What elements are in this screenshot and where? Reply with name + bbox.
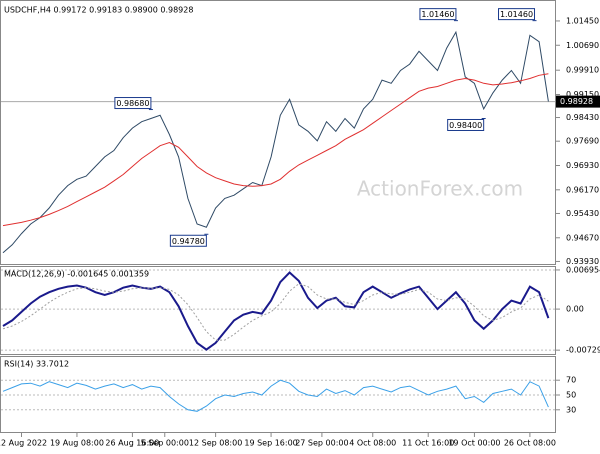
x-tick-label: 26 Oct 08:00 [504, 439, 556, 448]
annotation-box [169, 234, 207, 247]
y-tick-label: 50 [566, 391, 576, 400]
panel-title: USDCHF,H4 0.99172 0.99183 0.98900 0.9892… [4, 6, 193, 15]
y-tick-label: 1.00690 [566, 41, 599, 50]
y-tick-label: 0.006954 [566, 265, 600, 274]
panel-title: MACD(12,26,9) -0.001645 0.001359 [4, 270, 149, 279]
rsi-frame [0, 356, 556, 433]
series-line [2, 73, 549, 227]
y-tick-label: 0.98430 [566, 113, 599, 122]
y-tick-label: 0.95430 [566, 209, 599, 218]
x-tick-label: 12 Sep 08:00 [189, 439, 242, 448]
annotation-label: 0.98400 [449, 121, 482, 130]
y-tick-label: 0.99910 [566, 66, 599, 75]
y-tick-label: -0.007294 [566, 346, 600, 355]
annotation-label: 0.98680 [116, 99, 149, 108]
last-price-box [556, 95, 600, 108]
y-tick-label: 0.99150 [566, 90, 599, 99]
annotation-box [114, 97, 152, 110]
series-line [2, 379, 549, 412]
annotation-box [419, 8, 457, 21]
x-tick-label: 5 Sep 00:00 [141, 439, 189, 448]
series-line [2, 30, 549, 254]
series-line [2, 283, 549, 341]
annotation-box [498, 8, 536, 21]
y-tick-label: 0.93930 [566, 257, 599, 266]
annotation-label: 1.01460 [421, 10, 454, 19]
y-tick-label: 0.94670 [566, 233, 599, 242]
annotation-label: 0.94780 [172, 237, 205, 246]
x-tick-label: 4 Oct 08:00 [349, 439, 396, 448]
y-tick-label: 0.00 [566, 305, 584, 314]
y-tick-label: 0.96170 [566, 185, 599, 194]
watermark: ActionForex.com [357, 177, 523, 201]
y-tick-label: 0.96930 [566, 161, 599, 170]
y-tick-label: 70 [566, 376, 576, 385]
macd-frame [0, 266, 556, 355]
annotation-box [447, 118, 485, 131]
x-tick-label: 19 Sep 16:00 [244, 439, 297, 448]
x-tick-label: 19 Aug 08:00 [50, 439, 104, 448]
y-tick-label: 0.97690 [566, 137, 599, 146]
y-tick-label: 30 [566, 405, 576, 414]
x-tick-label: 19 Oct 00:00 [448, 439, 500, 448]
last-price-label: 0.98928 [560, 97, 593, 106]
series-line [2, 271, 550, 351]
x-tick-label: 26 Aug 16:00 [105, 439, 159, 448]
main-frame [0, 0, 556, 265]
x-tick-label: 11 Oct 16:00 [402, 439, 454, 448]
annotation-label: 1.01460 [500, 10, 533, 19]
x-tick-label: 12 Aug 2022 [0, 439, 47, 448]
panel-title: RSI(14) 33.7012 [4, 360, 69, 369]
y-tick-label: 1.01450 [566, 16, 599, 25]
x-tick-label: 27 Sep 00:00 [295, 439, 348, 448]
